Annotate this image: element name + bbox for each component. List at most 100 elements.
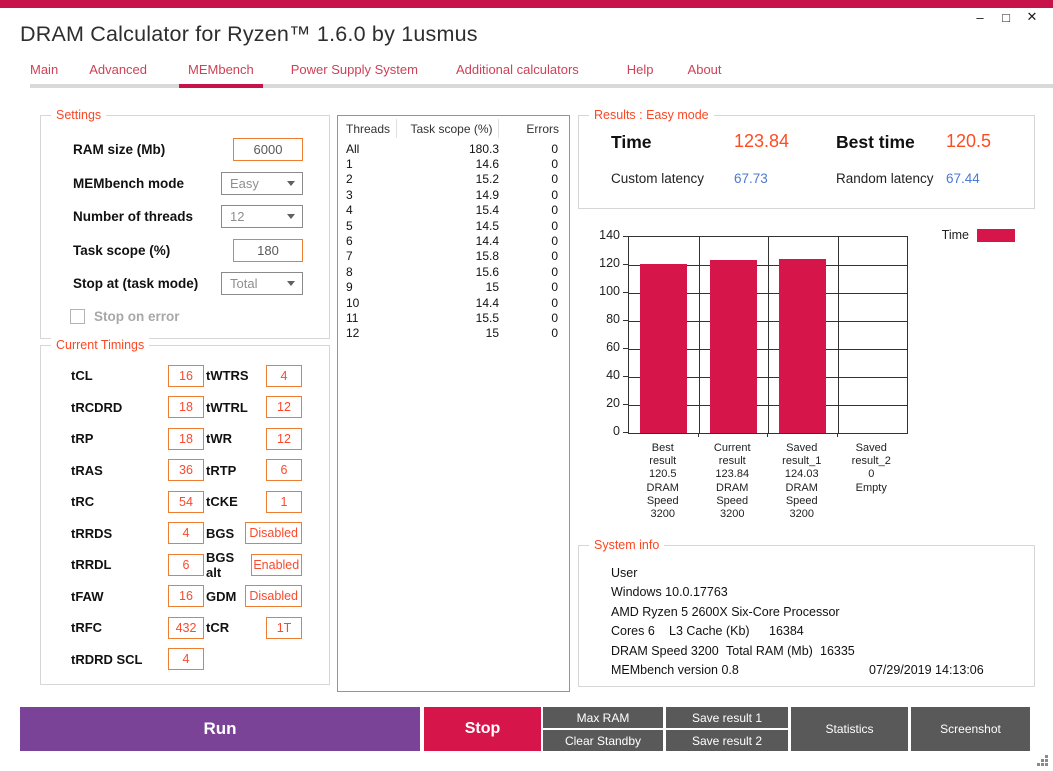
time-value: 123.84 — [734, 131, 790, 151]
membench-mode-select[interactable]: Easy — [221, 171, 303, 195]
system-info-line: MEMbench version 0.8 07/29/2019 14:13:06 — [611, 661, 1016, 680]
chart-bar — [640, 264, 687, 433]
header-separator — [396, 119, 397, 138]
y-tick — [623, 320, 628, 321]
results-bar-chart: Time 0 20 40 60 80 100 120 140 Best result 120.5… — [578, 220, 1033, 530]
x-tick-label: Current result 123.84 DRAM Speed 3200 — [713, 442, 751, 521]
chevron-down-icon — [287, 180, 295, 186]
table-row: 2 15.2 0 — [338, 172, 569, 187]
tab-additional-calculators[interactable]: Additional calculators — [455, 62, 579, 77]
threads-table-header: Threads Task scope (%) Errors — [338, 116, 569, 141]
timing-twr-value[interactable]: 12 — [266, 427, 302, 450]
table-row: 1 14.6 0 — [338, 156, 569, 171]
close-icon[interactable]: ✕ — [1026, 9, 1038, 24]
timing-label: tRAS — [71, 462, 103, 478]
chevron-down-icon — [287, 281, 295, 287]
maximize-icon[interactable]: □ — [1002, 9, 1010, 25]
header-separator — [498, 119, 499, 138]
timing-trcdrd-value[interactable]: 18 — [168, 396, 204, 419]
timing-trc-value[interactable]: 54 — [168, 490, 204, 513]
timing-row-trp: tRP 18 — [71, 423, 215, 455]
system-info-text: 07/29/2019 14:13:06 — [869, 662, 984, 677]
system-info-text: Total RAM (Mb) — [726, 643, 813, 658]
statistics-button[interactable]: Statistics — [791, 707, 908, 751]
timing-label: tWTRL — [206, 399, 248, 415]
timing-label: tCL — [71, 368, 93, 384]
timing-label: tWR — [206, 431, 232, 447]
tab-advanced[interactable]: Advanced — [89, 62, 148, 77]
random-latency-label: Random latency — [836, 171, 934, 186]
table-row: 9 15 0 — [338, 280, 569, 295]
timing-twtrl-value[interactable]: 12 — [266, 396, 302, 419]
system-info-line: DRAM Speed 3200 Total RAM (Mb) 16335 — [611, 642, 1016, 661]
minimize-icon[interactable]: – — [976, 9, 984, 25]
timing-trp-value[interactable]: 18 — [168, 427, 204, 450]
timing-row-tras: tRAS 36 — [71, 455, 215, 487]
cell: 0 — [551, 157, 558, 172]
timing-tras-value[interactable]: 36 — [168, 459, 204, 482]
x-tick-label: Saved result_2 0 Empty — [851, 442, 891, 494]
x-tick — [767, 433, 768, 437]
settings-group-label: Settings — [51, 108, 107, 122]
timing-tcr-value[interactable]: 1T — [266, 616, 302, 639]
timing-tcl-value[interactable]: 16 — [168, 364, 204, 387]
active-tab-underline — [179, 84, 263, 88]
number-of-threads-select[interactable]: 12 — [221, 205, 303, 229]
title-accent-bar — [0, 0, 1053, 8]
timing-label: BGS — [206, 525, 235, 541]
timing-trrdl-value[interactable]: 6 — [168, 553, 204, 576]
cell: 10 — [346, 295, 360, 310]
timing-label: tRTP — [206, 462, 237, 478]
timing-row-trrdl: tRRDL 6 — [71, 549, 215, 581]
cell: 1 — [346, 157, 353, 172]
chart-legend: Time — [942, 228, 1015, 242]
clear-standby-button[interactable]: Clear Standby — [543, 730, 663, 751]
settings-rows: RAM size (Mb) MEMbench mode Easy Number of … — [73, 133, 303, 301]
timing-row-tfaw: tFAW 16 — [71, 581, 215, 613]
x-tick — [697, 433, 699, 437]
ram-size-mb-input[interactable] — [233, 138, 303, 162]
timings-left-column: tCL 16 tRCDRD 18 tRP 18 tRAS 36 tRC 54 tRRDS 4 tRRDL… — [71, 360, 215, 675]
tab-about[interactable]: About — [687, 62, 722, 77]
stop-button[interactable]: Stop — [424, 707, 541, 751]
resize-grip[interactable] — [1037, 755, 1050, 768]
timing-bgs-value[interactable]: Disabled — [245, 522, 302, 545]
stop-at-task-mode-select[interactable]: Total — [221, 272, 303, 296]
timing-trdrd-scl-value[interactable]: 4 — [168, 648, 204, 671]
timing-trfc-value[interactable]: 432 — [168, 616, 204, 639]
cell: 0 — [551, 295, 558, 310]
run-button[interactable]: Run — [20, 707, 420, 751]
save-result-2-button[interactable]: Save result 2 — [666, 730, 788, 751]
timing-row-bgs-alt: BGS alt Enabled — [206, 549, 302, 581]
timing-row-trcdrd: tRCDRD 18 — [71, 392, 215, 424]
cell: 15 — [485, 280, 499, 295]
tab-main[interactable]: Main — [30, 62, 59, 77]
y-tick-label: 120 — [599, 256, 620, 270]
stop-on-error-checkbox[interactable] — [70, 309, 85, 324]
cell: 15 — [485, 326, 499, 341]
timing-row-bgs: BGS Disabled — [206, 518, 302, 550]
tab-membench[interactable]: MEMbench — [188, 62, 254, 77]
tab-power-supply-system[interactable]: Power Supply System — [290, 62, 418, 77]
tab-help[interactable]: Help — [626, 62, 654, 77]
max-ram-button[interactable]: Max RAM — [543, 707, 663, 728]
cell: 0 — [551, 141, 558, 156]
timing-trrds-value[interactable]: 4 — [168, 522, 204, 545]
setting-label: Stop at (task mode) — [73, 276, 199, 292]
save-result-1-button[interactable]: Save result 1 — [666, 707, 788, 728]
cell: 0 — [551, 280, 558, 295]
screenshot-button[interactable]: Screenshot — [911, 707, 1030, 751]
timing-bgs-alt-value[interactable]: Enabled — [250, 553, 302, 576]
column-header-errors: Errors — [526, 121, 559, 136]
timing-gdm-value[interactable]: Disabled — [245, 585, 302, 608]
cell: 14.9 — [475, 187, 499, 202]
timing-tfaw-value[interactable]: 16 — [168, 585, 204, 608]
timing-tcke-value[interactable]: 1 — [266, 490, 302, 513]
timing-trtp-value[interactable]: 6 — [266, 459, 302, 482]
task-scope-input[interactable] — [233, 238, 303, 262]
results-group: Results : Easy mode Time 123.84 Best tim… — [578, 108, 1035, 209]
timing-twtrs-value[interactable]: 4 — [266, 364, 302, 387]
cell: 15.8 — [475, 249, 499, 264]
tab-divider — [30, 84, 1053, 88]
system-info-text: 16384 — [769, 624, 804, 639]
